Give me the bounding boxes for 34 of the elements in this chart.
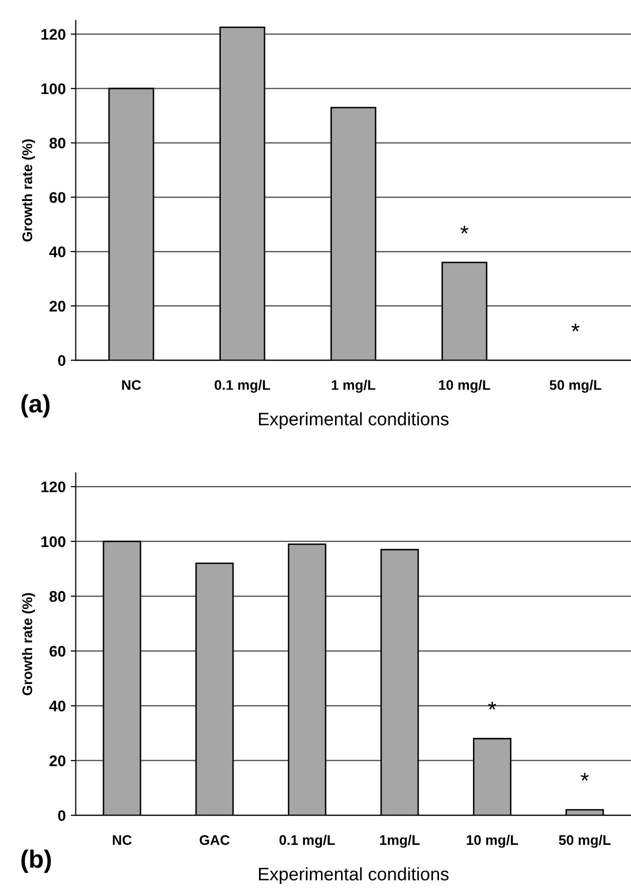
x-tick-label: NC bbox=[122, 380, 141, 390]
x-axis-title: Experimental conditions bbox=[259, 412, 449, 430]
x-axis-title: Experimental conditions bbox=[259, 867, 449, 884]
x-tick-label: 50 mg/L bbox=[558, 834, 611, 848]
y-tick-label: 100 bbox=[41, 536, 66, 548]
text: (b) bbox=[21, 850, 51, 873]
y-tick-label: 40 bbox=[49, 700, 66, 712]
x-tick-label: 0.1 mg/L bbox=[214, 380, 270, 393]
annotation: * bbox=[580, 772, 589, 781]
y-tick-label: 100 bbox=[41, 83, 66, 94]
y-tick-label: 80 bbox=[49, 138, 66, 149]
annotation: * bbox=[572, 324, 580, 332]
x-tick-label: GAC bbox=[200, 835, 230, 845]
y-tick-label: 40 bbox=[49, 246, 66, 258]
y-tick-label: 120 bbox=[41, 29, 66, 40]
x-tick-label: 1mg/L bbox=[380, 834, 420, 848]
x-tick-label: 50 mg/L bbox=[550, 380, 602, 393]
annotation: * bbox=[460, 226, 468, 234]
y-tick-label: 20 bbox=[50, 755, 66, 766]
x-tick-label: 10 mg/L bbox=[466, 834, 518, 848]
x-tick-label: NC bbox=[112, 835, 132, 845]
y-tick-label: 20 bbox=[50, 300, 66, 312]
y-tick-label: 0 bbox=[58, 810, 66, 822]
x-tick-label: 1 mg/L bbox=[332, 380, 376, 393]
y-tick-label: 120 bbox=[41, 481, 66, 492]
x-tick-label: 0.1 mg/L bbox=[279, 834, 335, 848]
text: (a) bbox=[21, 394, 50, 418]
y-tick-label: 80 bbox=[49, 591, 66, 602]
y-tick-label: 0 bbox=[58, 355, 66, 366]
x-tick-label: 10 mg/L bbox=[439, 380, 490, 393]
y-axis-title: Growth rate (%) bbox=[22, 593, 35, 696]
y-tick-label: 60 bbox=[50, 646, 66, 657]
y-axis-title: Growth rate (%) bbox=[22, 139, 35, 242]
y-tick-label: 60 bbox=[50, 192, 66, 203]
